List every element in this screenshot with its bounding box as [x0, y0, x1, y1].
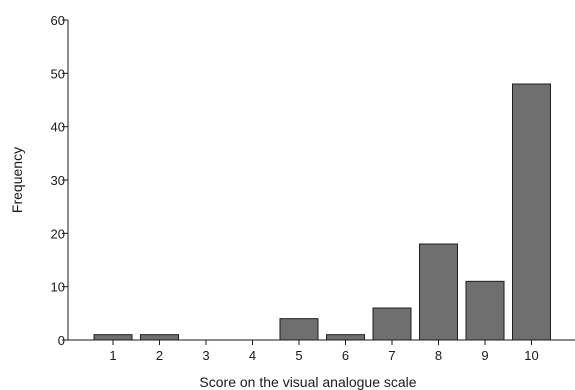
bar-6 — [326, 334, 365, 341]
bar-7 — [372, 307, 412, 341]
y-tick-label: 30 — [51, 173, 65, 188]
y-tick-label: 40 — [51, 120, 65, 135]
x-axis: 1 2 3 4 5 6 7 8 9 10 — [68, 339, 575, 363]
x-tick-label: 2 — [156, 348, 163, 363]
x-tick-label: 4 — [249, 348, 256, 363]
y-tick-label: 10 — [51, 280, 65, 295]
x-tick-label: 6 — [342, 348, 349, 363]
y-tick-label: 20 — [51, 226, 65, 241]
y-tick-label: 0 — [58, 333, 65, 348]
bar-8 — [419, 243, 458, 341]
bar-9 — [465, 280, 505, 341]
x-tick-label: 5 — [295, 348, 302, 363]
x-ticks: 1 2 3 4 5 6 7 8 9 10 — [109, 340, 539, 363]
x-tick-label: 10 — [524, 348, 538, 363]
bar-1 — [93, 334, 133, 341]
bar-10 — [512, 83, 551, 341]
x-axis-title: Score on the visual analogue scale — [199, 374, 416, 390]
y-axis-title: Frequency — [9, 147, 25, 213]
y-axis: 0 10 20 30 40 50 60 — [51, 13, 69, 348]
y-tick-label: 60 — [51, 13, 65, 28]
x-tick-label: 3 — [202, 348, 209, 363]
y-tick-label: 50 — [51, 66, 65, 81]
bar-2 — [140, 334, 179, 341]
x-tick-label: 8 — [435, 348, 442, 363]
x-tick-label: 7 — [388, 348, 395, 363]
y-ticks: 0 10 20 30 40 50 60 — [51, 13, 68, 348]
x-tick-label: 1 — [109, 348, 116, 363]
x-tick-label: 9 — [481, 348, 488, 363]
bars — [93, 83, 551, 341]
bar-5 — [279, 318, 319, 341]
